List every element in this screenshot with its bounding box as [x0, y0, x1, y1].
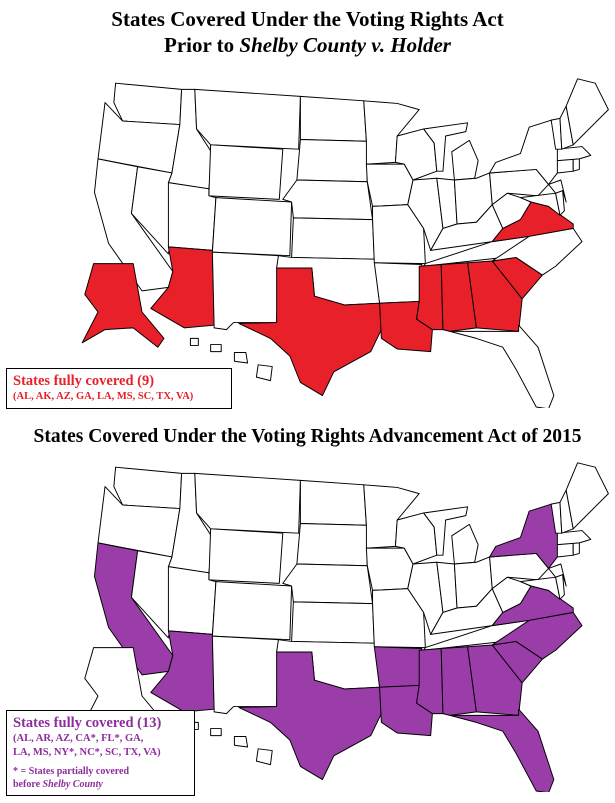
map1-title-line2: Prior to Shelby County v. Holder — [164, 33, 451, 57]
state-ar — [373, 646, 423, 688]
state-ms — [416, 647, 444, 715]
state-mi — [423, 506, 479, 565]
map2-legend-note: * = States partially covered before Shel… — [13, 765, 188, 791]
state-tx — [238, 651, 382, 781]
map2-legend-list-2: LA, MS, NY*, NC*, SC, TX, VA) — [13, 747, 161, 758]
state-ms — [416, 263, 444, 331]
state-ut — [167, 566, 217, 635]
state-co — [211, 581, 293, 641]
state-fl — [449, 324, 555, 408]
map2-note-line1: * = States partially covered — [13, 766, 130, 777]
state-ga — [467, 644, 523, 716]
state-ks — [291, 217, 375, 260]
state-mt — [194, 472, 301, 534]
map2-legend-list-1: (AL, AR, AZ, CA*, FL*, GA, — [13, 733, 144, 744]
state-ct — [556, 542, 574, 558]
state-me — [565, 78, 609, 146]
state-al — [440, 646, 477, 716]
map2-legend: States fully covered (13) (AL, AR, AZ, C… — [6, 710, 195, 796]
map1-legend-heading: States fully covered (9) — [13, 373, 155, 389]
map1-title: States Covered Under the Voting Rights A… — [0, 6, 615, 58]
state-sd — [296, 139, 368, 183]
us-map-vra — [81, 78, 609, 408]
state-md — [519, 576, 561, 600]
state-ia — [365, 547, 414, 591]
state-nd — [299, 479, 367, 526]
state-md — [519, 192, 561, 216]
us-map-vraa — [81, 462, 609, 792]
state-ri — [572, 158, 580, 172]
map1-legend: States fully covered (9) (AL, AK, AZ, GA… — [6, 368, 232, 409]
state-wy — [208, 528, 284, 584]
state-ne — [282, 179, 374, 221]
map1-legend-list: (AL, AK, AZ, GA, LA, MS, SC, TX, VA) — [13, 391, 194, 402]
state-ne — [282, 563, 374, 605]
state-al — [440, 262, 477, 332]
state-sd — [296, 523, 368, 567]
states-group — [81, 462, 609, 792]
state-co — [211, 197, 293, 257]
state-ga — [467, 260, 523, 332]
state-ct — [556, 158, 574, 174]
state-nj — [548, 563, 567, 587]
state-ia — [365, 163, 414, 207]
state-nj — [548, 179, 567, 203]
state-nm — [211, 635, 279, 715]
state-wa — [113, 82, 183, 126]
state-tx — [238, 267, 382, 397]
state-fl — [449, 708, 555, 792]
state-mi — [423, 122, 479, 181]
state-mt — [194, 88, 301, 150]
state-ak — [81, 263, 165, 348]
states-group — [81, 78, 609, 408]
map2-note-line2: before Shelby County — [13, 779, 103, 790]
map2-legend-heading: States fully covered (13) — [13, 715, 162, 731]
state-ma — [556, 530, 592, 546]
state-wy — [208, 144, 284, 200]
state-nd — [299, 95, 367, 142]
state-ar — [373, 262, 423, 304]
state-nm — [211, 251, 279, 331]
state-ma — [556, 146, 592, 162]
state-hi — [189, 721, 273, 766]
state-hi — [189, 337, 273, 382]
state-ri — [572, 542, 580, 556]
state-ks — [291, 601, 375, 644]
state-wa — [113, 466, 183, 510]
map2-title: States Covered Under the Voting Rights A… — [33, 426, 582, 447]
state-me — [565, 462, 609, 530]
state-ut — [167, 182, 217, 251]
map1-title-line1: States Covered Under the Voting Rights A… — [111, 7, 504, 31]
